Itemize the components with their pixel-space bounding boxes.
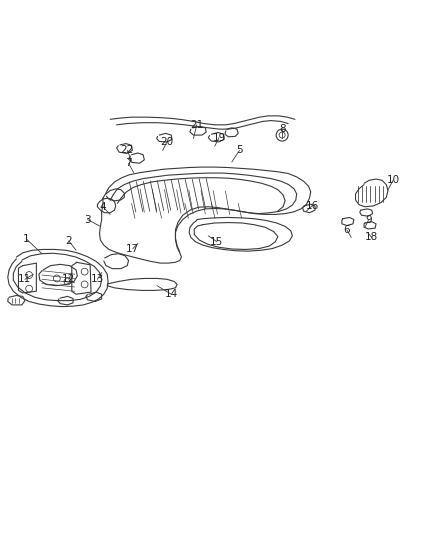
Text: 17: 17	[126, 244, 139, 254]
Text: 9: 9	[365, 215, 372, 225]
Text: 20: 20	[160, 137, 173, 147]
Text: 15: 15	[210, 237, 223, 247]
Text: 22: 22	[120, 146, 134, 156]
Text: 21: 21	[190, 120, 203, 130]
Text: 4: 4	[99, 202, 106, 212]
Text: 12: 12	[62, 274, 75, 284]
Text: 1: 1	[23, 234, 29, 244]
Text: 2: 2	[66, 236, 72, 246]
Text: 5: 5	[236, 146, 243, 156]
Text: 3: 3	[84, 215, 91, 224]
Text: 18: 18	[365, 232, 378, 243]
Text: 6: 6	[344, 225, 350, 235]
Text: 7: 7	[125, 158, 132, 168]
Text: 16: 16	[305, 201, 318, 211]
Text: 14: 14	[165, 289, 178, 299]
Text: 19: 19	[212, 133, 226, 143]
Text: 8: 8	[279, 124, 286, 134]
Text: 10: 10	[386, 175, 399, 185]
Text: 11: 11	[18, 274, 32, 284]
Text: 13: 13	[91, 274, 104, 284]
